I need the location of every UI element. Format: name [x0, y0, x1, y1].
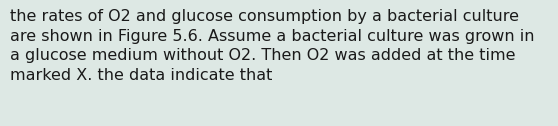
- Text: the rates of O2 and glucose consumption by a bacterial culture
are shown in Figu: the rates of O2 and glucose consumption …: [10, 9, 535, 83]
